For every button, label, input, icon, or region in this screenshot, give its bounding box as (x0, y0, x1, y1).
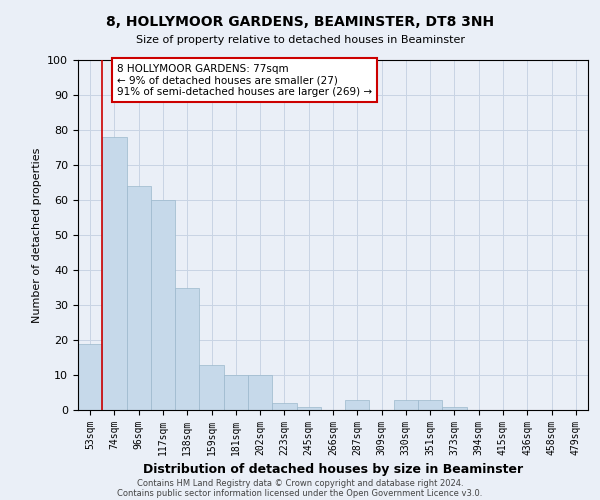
Bar (224, 375, 248, 410)
Bar (127, 186, 151, 410)
Bar (175, 288, 199, 410)
Bar (199, 364, 224, 410)
Bar (102, 137, 127, 410)
Bar (272, 403, 296, 410)
Text: Contains public sector information licensed under the Open Government Licence v3: Contains public sector information licen… (118, 488, 482, 498)
Text: 8 HOLLYMOOR GARDENS: 77sqm
← 9% of detached houses are smaller (27)
91% of semi-: 8 HOLLYMOOR GARDENS: 77sqm ← 9% of detac… (117, 64, 372, 96)
X-axis label: Distribution of detached houses by size in Beaminster: Distribution of detached houses by size … (143, 464, 523, 476)
Y-axis label: Number of detached properties: Number of detached properties (32, 148, 42, 322)
Bar (394, 400, 418, 410)
Bar (248, 375, 272, 410)
Bar (296, 406, 321, 410)
Text: Contains HM Land Registry data © Crown copyright and database right 2024.: Contains HM Land Registry data © Crown c… (137, 478, 463, 488)
Text: Size of property relative to detached houses in Beaminster: Size of property relative to detached ho… (136, 35, 464, 45)
Bar (418, 400, 442, 410)
Bar (345, 400, 370, 410)
Text: 8, HOLLYMOOR GARDENS, BEAMINSTER, DT8 3NH: 8, HOLLYMOOR GARDENS, BEAMINSTER, DT8 3N… (106, 15, 494, 29)
Bar (151, 200, 175, 410)
Bar (442, 406, 467, 410)
Bar (78, 344, 102, 410)
